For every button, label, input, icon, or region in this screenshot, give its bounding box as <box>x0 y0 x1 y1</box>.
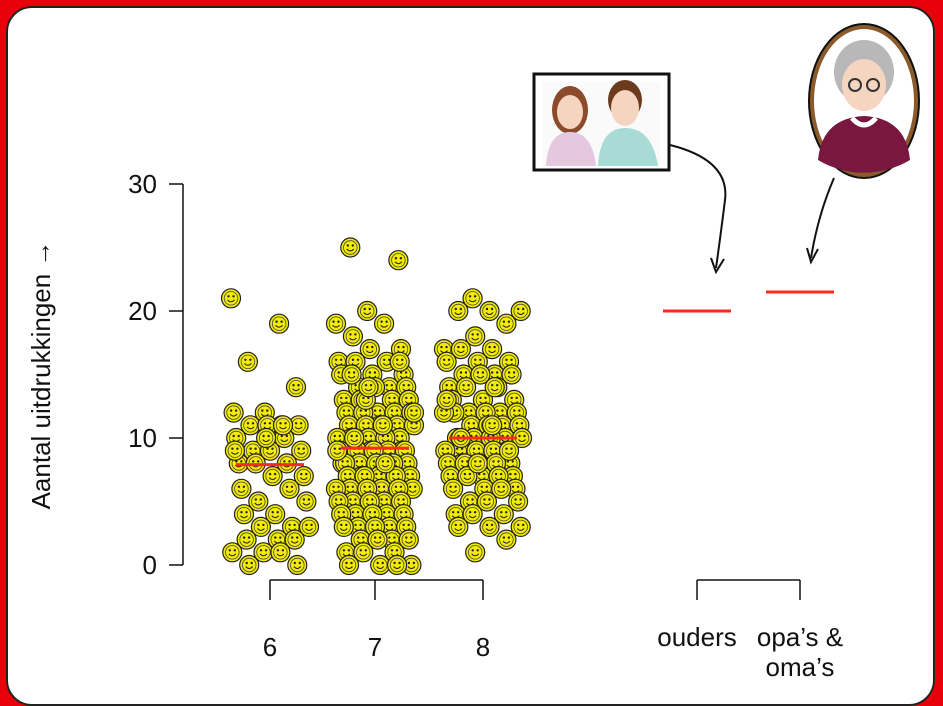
x-tick-label: 7 <box>367 632 383 662</box>
data-point <box>224 440 245 461</box>
data-point <box>375 453 396 474</box>
data-point <box>270 542 291 563</box>
data-point <box>493 504 514 525</box>
data-point <box>372 415 393 436</box>
data-point <box>479 300 500 322</box>
data-point <box>236 529 257 550</box>
data-point <box>510 300 531 322</box>
data-point <box>359 339 380 360</box>
data-point <box>220 288 242 309</box>
data-point <box>248 491 269 512</box>
data-point <box>496 313 517 334</box>
data-point <box>491 478 512 499</box>
data-point <box>222 542 243 563</box>
data-point <box>462 288 483 309</box>
parents-picture <box>532 72 727 275</box>
data-point <box>389 351 410 372</box>
data-point <box>507 491 529 512</box>
data-point <box>401 554 422 576</box>
data-point <box>374 313 395 334</box>
data-point <box>403 402 425 423</box>
data-point <box>233 504 255 525</box>
data-point <box>341 364 362 385</box>
data-point <box>510 516 531 538</box>
data-point <box>470 364 491 385</box>
data-point <box>231 478 252 499</box>
data-point <box>448 516 469 538</box>
data-point <box>482 339 503 360</box>
x-tick-label: opa’s & oma’s <box>756 622 844 682</box>
data-point <box>479 516 500 538</box>
data-point <box>465 542 486 563</box>
data-point <box>342 326 363 347</box>
data-point <box>358 377 379 398</box>
data-point <box>338 554 360 576</box>
data-point <box>279 478 300 499</box>
data-point <box>443 478 464 499</box>
data-point <box>484 377 505 398</box>
data-point <box>456 377 477 398</box>
y-tick-label: 20 <box>128 296 157 326</box>
data-point <box>262 466 283 487</box>
data-point <box>287 554 308 576</box>
data-point <box>498 440 520 461</box>
data-point <box>253 542 274 563</box>
data-point <box>239 554 260 576</box>
data-point <box>370 554 391 576</box>
data-point <box>476 491 497 512</box>
data-point <box>340 237 361 258</box>
data-point <box>398 529 419 550</box>
data-point <box>467 453 488 474</box>
y-axis-label: Aantal uitdrukkingen → <box>26 241 56 510</box>
data-point <box>285 377 307 398</box>
y-tick-label: 0 <box>143 550 157 580</box>
data-point <box>462 504 483 525</box>
data-point <box>333 516 354 538</box>
data-point <box>269 313 290 334</box>
x-tick-label: ouders <box>657 622 737 652</box>
data-point <box>344 427 365 449</box>
data-point <box>250 516 271 538</box>
data-point <box>367 529 388 550</box>
data-point <box>450 339 471 360</box>
data-point <box>511 427 533 449</box>
data-point <box>288 415 309 436</box>
data-point <box>223 402 244 423</box>
data-point <box>240 415 261 436</box>
x-tick-label: 6 <box>262 632 278 662</box>
data-point <box>291 440 312 461</box>
data-point <box>436 351 457 372</box>
data-point <box>388 250 409 271</box>
data-point <box>296 491 317 512</box>
data-point <box>284 529 305 550</box>
data-point <box>265 504 286 525</box>
data-point <box>465 326 486 347</box>
grandparents-picture <box>806 23 920 265</box>
data-point <box>327 440 348 461</box>
y-tick-label: 10 <box>128 423 157 453</box>
data-point <box>357 300 378 322</box>
data-point <box>353 542 374 563</box>
data-point <box>496 529 517 550</box>
data-point <box>256 427 277 449</box>
data-point <box>272 415 294 436</box>
data-point <box>293 466 314 487</box>
data-point <box>448 300 469 322</box>
data-point <box>501 364 522 385</box>
x-tick-label: 8 <box>475 632 491 662</box>
data-point <box>298 516 320 538</box>
y-tick-label: 30 <box>128 169 157 199</box>
data-point <box>237 351 258 372</box>
data-point <box>387 554 408 576</box>
data-point <box>325 313 347 334</box>
data-point <box>436 389 457 410</box>
data-point <box>482 415 503 436</box>
